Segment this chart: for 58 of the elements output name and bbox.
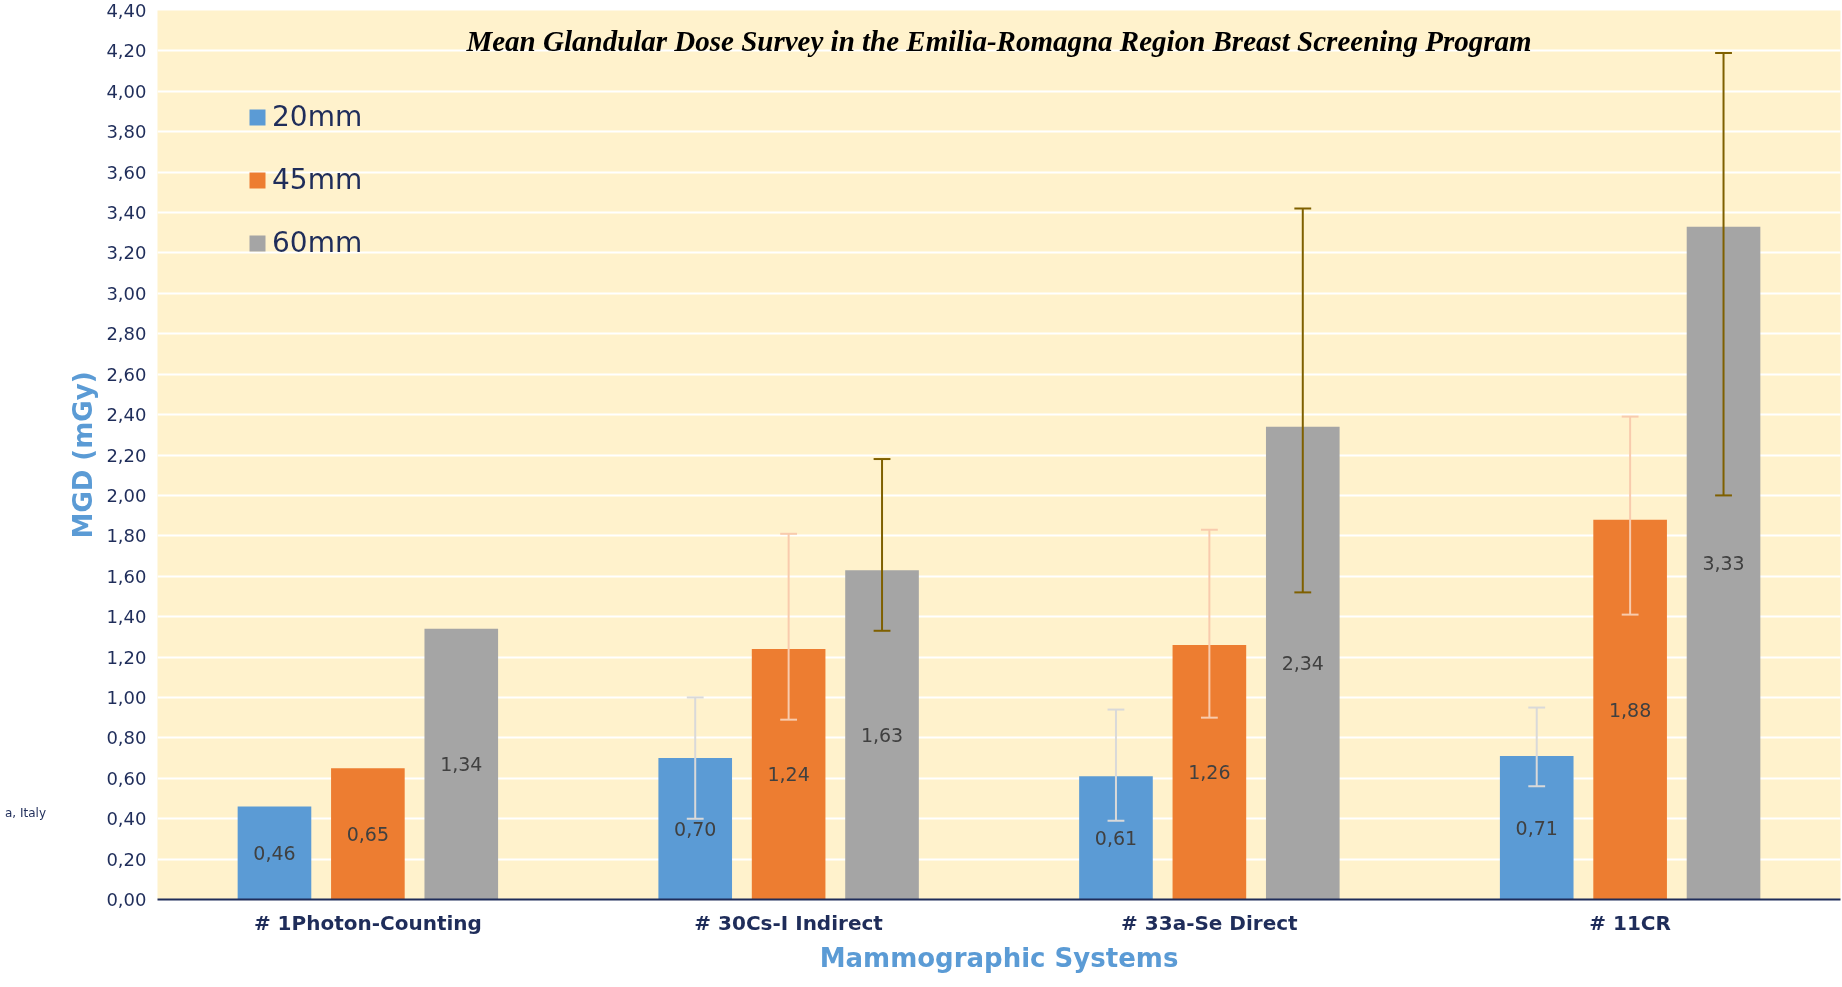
- data-label: 0,71: [1515, 816, 1558, 839]
- data-label: 1,26: [1188, 761, 1231, 784]
- y-tick-label: 2,00: [106, 484, 147, 506]
- bar: [424, 628, 499, 900]
- data-label: 1,24: [767, 763, 810, 786]
- y-tick-label: 4,20: [106, 40, 147, 62]
- x-tick-label: # 1Photon-Counting: [253, 910, 482, 935]
- text: Mean Glandular Dose Survey in the Emilia-Romagna Region Breast Screening Program: [465, 24, 1532, 57]
- x-axis-title: Mammographic Systems: [819, 942, 1179, 973]
- y-tick-label: 2,40: [106, 404, 147, 426]
- y-tick-label: 1,80: [106, 525, 147, 547]
- bar: [1172, 644, 1247, 900]
- y-tick-label: 3,80: [106, 121, 147, 143]
- y-tick-label: 2,60: [106, 363, 147, 385]
- data-label: 0,70: [674, 817, 717, 840]
- y-tick-label: 4,40: [106, 0, 147, 21]
- y-tick-label: 1,00: [106, 686, 147, 708]
- y-tick-label: 0,80: [106, 727, 147, 749]
- bar: [1079, 776, 1153, 900]
- bar: [1686, 226, 1761, 900]
- text: a, Italy: [5, 805, 47, 822]
- data-label: 0,65: [346, 822, 390, 845]
- x-tick-label: # 33a-Se Direct: [1121, 910, 1299, 935]
- data-label: 1,34: [440, 753, 483, 776]
- bar: [1265, 426, 1340, 900]
- bar: [845, 570, 919, 900]
- y-tick-label: 1,40: [106, 606, 147, 628]
- data-label: 1,63: [860, 723, 904, 746]
- bar: [751, 648, 826, 900]
- data-label: 2,34: [1281, 652, 1324, 675]
- legend-label: 60mm: [272, 226, 363, 259]
- y-axis-title: MGD (mGy): [68, 371, 99, 539]
- y-tick-label: 2,80: [106, 323, 147, 345]
- y-tick-label: 0,60: [106, 767, 147, 789]
- bar: [331, 768, 405, 900]
- y-tick-label: 0,00: [106, 889, 147, 910]
- bar: [237, 806, 312, 900]
- x-tick-label: # 11CR: [1589, 910, 1671, 935]
- y-tick-label: 4,00: [106, 80, 147, 102]
- bar: [1499, 756, 1574, 900]
- bar: [658, 758, 733, 900]
- data-label: 3,33: [1702, 552, 1745, 575]
- data-label: 0,61: [1094, 826, 1138, 849]
- y-tick-label: 3,60: [106, 161, 147, 183]
- legend-label: 20mm: [272, 100, 363, 133]
- x-tick-label: # 30Cs-I Indirect: [694, 910, 884, 935]
- data-label: 0,46: [253, 842, 296, 865]
- y-tick-label: 1,60: [106, 565, 147, 587]
- y-tick-label: 3,40: [106, 202, 147, 224]
- data-label: 1,88: [1608, 698, 1652, 721]
- y-tick-label: 0,20: [106, 848, 147, 870]
- y-tick-label: 1,20: [106, 646, 147, 668]
- y-tick-label: 0,40: [106, 808, 147, 830]
- y-tick-label: 3,20: [106, 242, 147, 264]
- legend-label: 45mm: [272, 163, 363, 196]
- y-tick-label: 2,20: [106, 444, 147, 466]
- bar: [1593, 519, 1667, 900]
- y-tick-label: 3,00: [106, 282, 147, 304]
